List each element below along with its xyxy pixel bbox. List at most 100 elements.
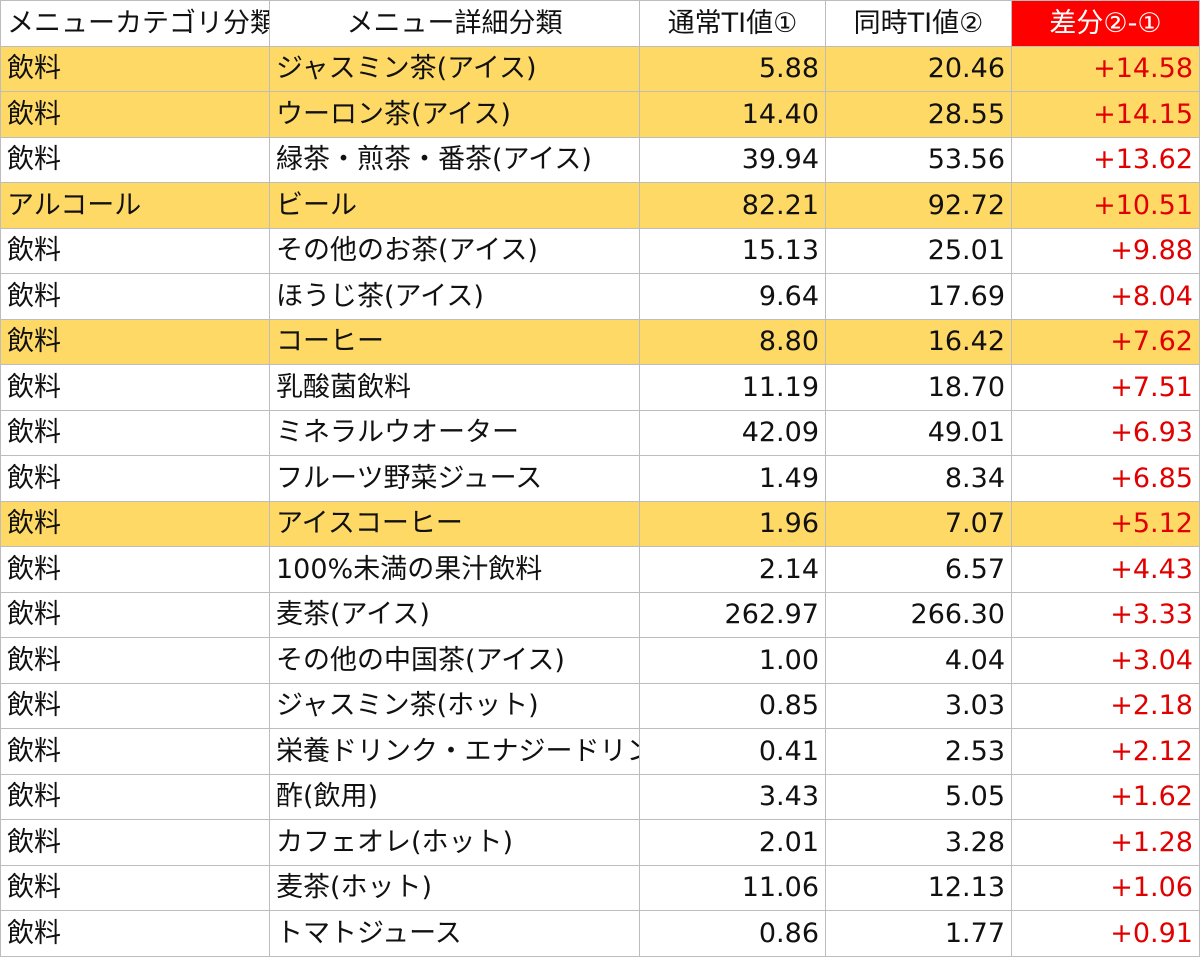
- category-cell: 飲料: [0, 409, 270, 456]
- category-cell: 飲料: [0, 910, 270, 957]
- category-cell: 飲料: [0, 591, 270, 638]
- category-header: メニューカテゴリ分類: [0, 0, 270, 47]
- diff-cell: +1.06: [1011, 864, 1200, 911]
- normal-ti-cell: 14.40: [639, 91, 826, 138]
- simultaneous-ti-cell: 2.53: [825, 728, 1012, 775]
- simultaneous-ti-cell: 20.46: [825, 45, 1012, 92]
- normal-ti-cell: 2.14: [639, 546, 826, 593]
- detail-cell: 緑茶・煎茶・番茶(アイス): [269, 136, 640, 183]
- detail-cell: 麦茶(アイス): [269, 591, 640, 638]
- simultaneous-ti-cell: 8.34: [825, 455, 1012, 502]
- detail-cell: カフェオレ(ホット): [269, 819, 640, 866]
- table-row: アルコール ビール 82.21 92.72 +10.51: [0, 182, 1200, 229]
- table-row: 飲料 ジャスミン茶(アイス) 5.88 20.46 +14.58: [0, 45, 1200, 92]
- simultaneous-ti-cell: 3.03: [825, 682, 1012, 729]
- diff-cell: +4.43: [1011, 546, 1200, 593]
- table-row: 飲料 麦茶(ホット) 11.06 12.13 +1.06: [0, 864, 1200, 911]
- category-cell: 飲料: [0, 546, 270, 593]
- diff-cell: +10.51: [1011, 182, 1200, 229]
- category-cell: 飲料: [0, 364, 270, 411]
- category-cell: 飲料: [0, 773, 270, 820]
- detail-cell: コーヒー: [269, 318, 640, 365]
- category-cell: 飲料: [0, 500, 270, 547]
- diff-cell: +6.93: [1011, 409, 1200, 456]
- normal-ti-cell: 39.94: [639, 136, 826, 183]
- table-row: 飲料 ほうじ茶(アイス) 9.64 17.69 +8.04: [0, 273, 1200, 320]
- detail-cell: ウーロン茶(アイス): [269, 91, 640, 138]
- normal-ti-cell: 2.01: [639, 819, 826, 866]
- category-cell: 飲料: [0, 45, 270, 92]
- simultaneous-ti-cell: 28.55: [825, 91, 1012, 138]
- diff-cell: +7.51: [1011, 364, 1200, 411]
- table-row: 飲料 ジャスミン茶(ホット) 0.85 3.03 +2.18: [0, 682, 1200, 729]
- normal-ti-cell: 262.97: [639, 591, 826, 638]
- normal-ti-cell: 5.88: [639, 45, 826, 92]
- category-cell: 飲料: [0, 637, 270, 684]
- detail-cell: 麦茶(ホット): [269, 864, 640, 911]
- category-cell: 飲料: [0, 91, 270, 138]
- simultaneous-ti-cell: 266.30: [825, 591, 1012, 638]
- diff-header: 差分②-①: [1011, 0, 1200, 47]
- diff-cell: +3.04: [1011, 637, 1200, 684]
- detail-cell: その他の中国茶(アイス): [269, 637, 640, 684]
- normal-ti-cell: 82.21: [639, 182, 826, 229]
- diff-cell: +0.91: [1011, 910, 1200, 957]
- normal-ti-cell: 11.19: [639, 364, 826, 411]
- table-row: 飲料 その他の中国茶(アイス) 1.00 4.04 +3.04: [0, 637, 1200, 684]
- normal-ti-cell: 0.41: [639, 728, 826, 775]
- detail-cell: 酢(飲用): [269, 773, 640, 820]
- category-cell: 飲料: [0, 318, 270, 365]
- simultaneous-ti-cell: 4.04: [825, 637, 1012, 684]
- category-cell: 飲料: [0, 273, 270, 320]
- diff-cell: +2.18: [1011, 682, 1200, 729]
- diff-cell: +6.85: [1011, 455, 1200, 502]
- normal-ti-cell: 15.13: [639, 227, 826, 274]
- table-row: 飲料 その他のお茶(アイス) 15.13 25.01 +9.88: [0, 227, 1200, 274]
- simultaneous-ti-cell: 16.42: [825, 318, 1012, 365]
- category-cell: アルコール: [0, 182, 270, 229]
- table-row: 飲料 ミネラルウオーター 42.09 49.01 +6.93: [0, 409, 1200, 456]
- detail-cell: ほうじ茶(アイス): [269, 273, 640, 320]
- diff-cell: +14.15: [1011, 91, 1200, 138]
- category-cell: 飲料: [0, 136, 270, 183]
- simultaneous-ti-cell: 7.07: [825, 500, 1012, 547]
- diff-cell: +5.12: [1011, 500, 1200, 547]
- detail-cell: その他のお茶(アイス): [269, 227, 640, 274]
- detail-cell: ミネラルウオーター: [269, 409, 640, 456]
- simultaneous-ti-header: 同時TI値②: [825, 0, 1012, 47]
- normal-ti-cell: 42.09: [639, 409, 826, 456]
- simultaneous-ti-cell: 18.70: [825, 364, 1012, 411]
- detail-cell: アイスコーヒー: [269, 500, 640, 547]
- diff-cell: +1.62: [1011, 773, 1200, 820]
- diff-cell: +1.28: [1011, 819, 1200, 866]
- normal-ti-header: 通常TI値①: [639, 0, 826, 47]
- header-row: メニューカテゴリ分類 メニュー詳細分類 通常TI値① 同時TI値② 差分②-①: [0, 0, 1200, 47]
- simultaneous-ti-cell: 3.28: [825, 819, 1012, 866]
- simultaneous-ti-cell: 92.72: [825, 182, 1012, 229]
- detail-header: メニュー詳細分類: [269, 0, 640, 47]
- simultaneous-ti-cell: 5.05: [825, 773, 1012, 820]
- simultaneous-ti-cell: 12.13: [825, 864, 1012, 911]
- diff-cell: +9.88: [1011, 227, 1200, 274]
- detail-cell: 栄養ドリンク・エナジードリンク: [269, 728, 640, 775]
- detail-cell: トマトジュース: [269, 910, 640, 957]
- simultaneous-ti-cell: 17.69: [825, 273, 1012, 320]
- category-cell: 飲料: [0, 682, 270, 729]
- table-row: 飲料 トマトジュース 0.86 1.77 +0.91: [0, 910, 1200, 957]
- simultaneous-ti-cell: 49.01: [825, 409, 1012, 456]
- table-row: 飲料 アイスコーヒー 1.96 7.07 +5.12: [0, 500, 1200, 547]
- normal-ti-cell: 1.00: [639, 637, 826, 684]
- table-row: 飲料 酢(飲用) 3.43 5.05 +1.62: [0, 773, 1200, 820]
- detail-cell: 乳酸菌飲料: [269, 364, 640, 411]
- normal-ti-cell: 0.85: [639, 682, 826, 729]
- category-cell: 飲料: [0, 227, 270, 274]
- diff-cell: +3.33: [1011, 591, 1200, 638]
- table-row: 飲料 コーヒー 8.80 16.42 +7.62: [0, 318, 1200, 365]
- diff-cell: +14.58: [1011, 45, 1200, 92]
- diff-cell: +7.62: [1011, 318, 1200, 365]
- normal-ti-cell: 3.43: [639, 773, 826, 820]
- detail-cell: フルーツ野菜ジュース: [269, 455, 640, 502]
- category-cell: 飲料: [0, 728, 270, 775]
